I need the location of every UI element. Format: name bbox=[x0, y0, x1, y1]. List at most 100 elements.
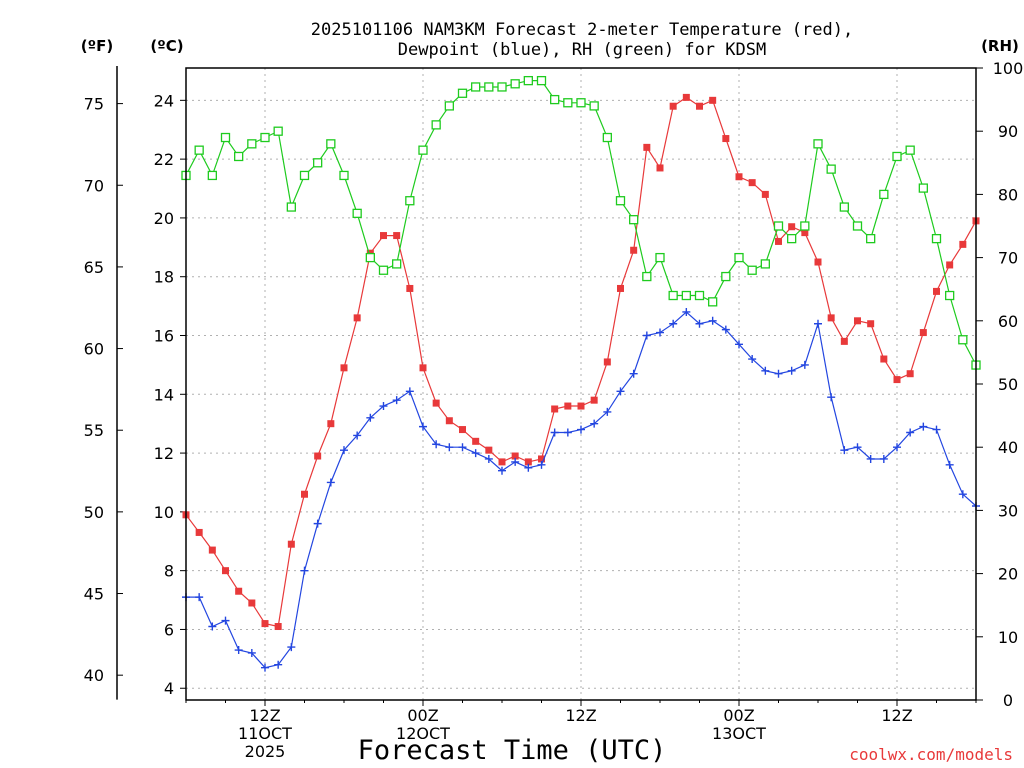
temperature-point bbox=[959, 240, 967, 248]
dewpoint-point bbox=[234, 646, 243, 655]
temperature-point bbox=[643, 143, 651, 151]
celsius-unit-label: (ºC) bbox=[150, 37, 183, 55]
rh-tick-label: 80 bbox=[998, 185, 1018, 204]
rh-point bbox=[247, 139, 257, 149]
dewpoint-point bbox=[879, 454, 888, 463]
rh-tick-label: 0 bbox=[1003, 691, 1013, 710]
rh-point bbox=[299, 170, 310, 181]
dewpoint-point bbox=[274, 660, 283, 669]
rh-tick-label: 70 bbox=[998, 249, 1018, 268]
dewpoint-point bbox=[405, 387, 414, 396]
rh-point bbox=[194, 145, 204, 155]
dewpoint-point bbox=[761, 366, 770, 375]
dewpoint-point bbox=[827, 393, 836, 402]
dewpoint-point bbox=[735, 340, 743, 349]
time-tick-label: 00Z bbox=[723, 706, 754, 725]
temperature-point bbox=[775, 237, 782, 245]
rh-point bbox=[747, 265, 757, 275]
dewpoint-point bbox=[787, 366, 796, 375]
rh-tick-label: 40 bbox=[998, 438, 1018, 457]
temperature-point bbox=[814, 258, 822, 266]
dewpoint-point bbox=[958, 490, 967, 499]
temperature-point bbox=[287, 540, 295, 548]
temperature-point bbox=[301, 490, 308, 498]
temperature-point bbox=[485, 446, 493, 454]
rh-axis: 0 10 20 30 40 50 60 70 80 90 100 bbox=[976, 59, 1023, 710]
dewpoint-point bbox=[616, 387, 625, 396]
temperature-point bbox=[406, 284, 414, 292]
rh-point bbox=[773, 221, 784, 231]
rh-point bbox=[681, 290, 691, 301]
rh-point bbox=[286, 202, 296, 212]
dewpoint-point bbox=[800, 360, 809, 369]
temperature-point bbox=[748, 179, 756, 187]
temperature-point bbox=[327, 420, 335, 428]
rh-point bbox=[694, 290, 705, 301]
rh-tick-label: 10 bbox=[998, 628, 1018, 647]
x-axis-label: Forecast Time (UTC) bbox=[358, 735, 667, 766]
fahrenheit-unit-label: (ºF) bbox=[81, 37, 113, 55]
celsius-tick-label: 14 bbox=[154, 385, 174, 404]
temperature-point bbox=[840, 337, 848, 345]
rh-point bbox=[431, 120, 441, 130]
temperature-point bbox=[235, 587, 243, 595]
rh-point bbox=[945, 290, 955, 301]
temperature-point bbox=[709, 96, 717, 104]
rh-tick-label: 30 bbox=[998, 501, 1018, 520]
rh-point bbox=[642, 271, 652, 282]
rh-point bbox=[918, 183, 928, 193]
rh-point bbox=[589, 101, 599, 111]
time-tick-label: 12OCT bbox=[396, 724, 450, 743]
rh-point bbox=[392, 259, 402, 269]
dewpoint-point bbox=[866, 454, 875, 463]
temperature-point bbox=[590, 396, 598, 404]
celsius-axis: 4 6 8 10 12 14 16 18 20 22 24 bbox=[154, 91, 186, 698]
dewpoint-point bbox=[853, 443, 862, 452]
dewpoint-series bbox=[182, 307, 980, 672]
rh-series bbox=[181, 75, 981, 370]
rh-tick-label: 50 bbox=[998, 375, 1018, 394]
rh-point bbox=[471, 82, 481, 92]
dewpoint-point bbox=[247, 648, 256, 657]
dewpoint-point bbox=[708, 316, 717, 325]
fahrenheit-axis: 40 45 50 55 60 65 70 75 bbox=[84, 66, 123, 700]
dewpoint-point bbox=[774, 369, 783, 378]
temperature-point bbox=[788, 223, 796, 231]
dewpoint-point bbox=[471, 449, 480, 458]
rh-point bbox=[576, 98, 586, 108]
rh-point bbox=[484, 82, 494, 92]
time-tick-label: 11OCT bbox=[238, 724, 292, 743]
celsius-tick-label: 24 bbox=[154, 91, 174, 110]
dewpoint-point bbox=[287, 643, 296, 652]
rh-tick-label: 20 bbox=[998, 565, 1018, 584]
temperature-point bbox=[801, 229, 809, 237]
dewpoint-point bbox=[932, 425, 941, 434]
temperature-point bbox=[261, 620, 269, 628]
fahrenheit-tick-label: 50 bbox=[84, 503, 104, 522]
temperature-point bbox=[933, 287, 940, 295]
rh-point bbox=[220, 132, 231, 143]
temperature-point bbox=[603, 358, 611, 366]
rh-tick-label: 60 bbox=[998, 312, 1018, 331]
rh-point bbox=[444, 101, 454, 111]
temperature-point bbox=[459, 426, 466, 434]
temperature-point bbox=[511, 452, 519, 460]
rh-point bbox=[721, 271, 731, 282]
rh-tick-label: 90 bbox=[998, 122, 1018, 141]
rh-point bbox=[734, 252, 744, 263]
rh-point bbox=[207, 170, 217, 181]
dewpoint-point bbox=[642, 331, 651, 340]
temperature-point bbox=[854, 317, 861, 325]
dewpoint-point bbox=[511, 457, 520, 466]
dewpoint-point bbox=[484, 454, 493, 463]
temperature-point bbox=[946, 261, 954, 269]
dewpoint-point bbox=[326, 478, 335, 487]
rh-point bbox=[260, 132, 270, 143]
rh-point bbox=[339, 170, 349, 181]
temperature-point bbox=[551, 405, 559, 413]
rh-point bbox=[813, 139, 823, 149]
celsius-tick-label: 6 bbox=[164, 620, 174, 639]
temperature-point bbox=[761, 190, 769, 198]
rh-point bbox=[457, 88, 468, 98]
